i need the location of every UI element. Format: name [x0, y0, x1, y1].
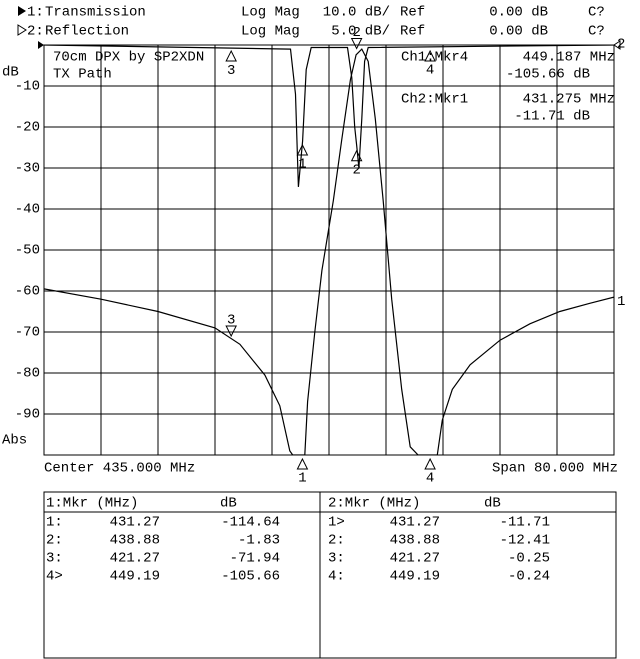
status: C?	[588, 5, 605, 21]
table-freq: 431.27	[110, 515, 160, 531]
y-tick-label: -20	[15, 120, 40, 136]
table-prefix: 4:	[328, 569, 345, 585]
y-tick-label: -80	[15, 366, 40, 382]
marker	[350, 38, 363, 50]
marker-label: 2	[352, 25, 360, 41]
table-value: -105.66	[221, 569, 280, 585]
marker-label: 2	[352, 162, 360, 178]
channel: 2:	[27, 24, 44, 40]
y-axis-label: Abs	[2, 433, 27, 449]
table-header: dB	[220, 496, 237, 512]
y-tick-label: -90	[15, 407, 40, 423]
format: Log Mag	[241, 5, 300, 21]
y-tick-label: -30	[15, 161, 40, 177]
table-prefix: 3:	[46, 551, 63, 567]
title: 70cm DPX by SP2XDN	[53, 50, 204, 66]
table-header: 1:Mkr (MHz)	[46, 496, 138, 512]
table-value: -71.94	[230, 551, 280, 567]
table-prefix: 1:	[46, 515, 63, 531]
y-axis-label: dB	[2, 65, 19, 81]
channel-arrow	[17, 24, 27, 36]
marker-label: 3	[227, 63, 235, 79]
readout-value: -11.71 dB	[514, 109, 590, 125]
marker-label: 1	[298, 157, 306, 173]
table-prefix: 2:	[328, 533, 345, 549]
ref: Ref	[400, 24, 425, 40]
table-freq: 438.88	[390, 533, 440, 549]
trace	[44, 45, 614, 187]
marker-label: 3	[227, 313, 235, 329]
table-value: -12.41	[500, 533, 550, 549]
table-prefix: 2:	[46, 533, 63, 549]
trace	[44, 48, 614, 455]
marker	[225, 49, 237, 62]
plot-area	[44, 45, 614, 455]
ref: Ref	[400, 5, 425, 21]
trace-name: Transmission	[45, 5, 146, 21]
scale: 10.0 dB/	[323, 5, 390, 21]
status: C?	[588, 24, 605, 40]
marker-table	[43, 491, 617, 659]
table-value: -114.64	[221, 515, 280, 531]
table-value: -0.25	[508, 551, 550, 567]
table-freq: 431.27	[390, 515, 440, 531]
ref-value: 0.00 dB	[489, 24, 548, 40]
ref-value: 0.00 dB	[489, 5, 548, 21]
y-tick-label: -60	[15, 284, 40, 300]
table-freq: 421.27	[110, 551, 160, 567]
marker-label: 1	[298, 471, 306, 487]
marker	[296, 143, 309, 156]
trace-end-label: 1	[617, 294, 625, 310]
y-tick-label: -10	[15, 79, 40, 95]
marker	[424, 457, 436, 470]
marker-label: 4	[426, 471, 434, 487]
marker-label: 4	[426, 63, 434, 79]
marker	[296, 457, 309, 470]
format: Log Mag	[241, 24, 300, 40]
scale: 5.0 dB/	[331, 24, 390, 40]
marker	[350, 149, 363, 162]
trace-end-label: 2	[617, 37, 625, 53]
table-value: -0.24	[508, 569, 550, 585]
table-prefix: 3:	[328, 551, 345, 567]
ref-arrow	[613, 40, 621, 50]
y-tick-label: -50	[15, 243, 40, 259]
channel: 1:	[27, 5, 44, 21]
trace-name: Reflection	[45, 24, 129, 40]
table-prefix: 1>	[328, 515, 345, 531]
center-label: Center 435.000 MHz	[44, 461, 195, 477]
table-freq: 449.19	[110, 569, 160, 585]
y-tick-label: -70	[15, 325, 40, 341]
y-tick-label: -40	[15, 202, 40, 218]
table-value: -11.71	[500, 515, 550, 531]
readout-freq: 431.275 MHz	[523, 92, 615, 108]
subtitle: TX Path	[53, 67, 112, 83]
table-freq: 449.19	[390, 569, 440, 585]
table-header: 2:Mkr (MHz)	[328, 496, 420, 512]
span-label: Span 80.000 MHz	[492, 461, 618, 477]
readout-value: -105.66 dB	[506, 67, 590, 83]
table-freq: 421.27	[390, 551, 440, 567]
readout-name: Ch2:Mkr1	[401, 92, 468, 108]
table-value: -1.83	[238, 533, 280, 549]
ref-arrow	[38, 41, 44, 49]
table-header: dB	[484, 496, 501, 512]
table-prefix: 4>	[46, 569, 63, 585]
table-freq: 438.88	[110, 533, 160, 549]
marker	[424, 49, 436, 62]
active-channel-arrow	[18, 6, 26, 16]
readout-freq: 449.187 MHz	[523, 50, 615, 66]
marker	[225, 325, 237, 338]
readout-name: Ch1:Mkr4	[401, 50, 468, 66]
